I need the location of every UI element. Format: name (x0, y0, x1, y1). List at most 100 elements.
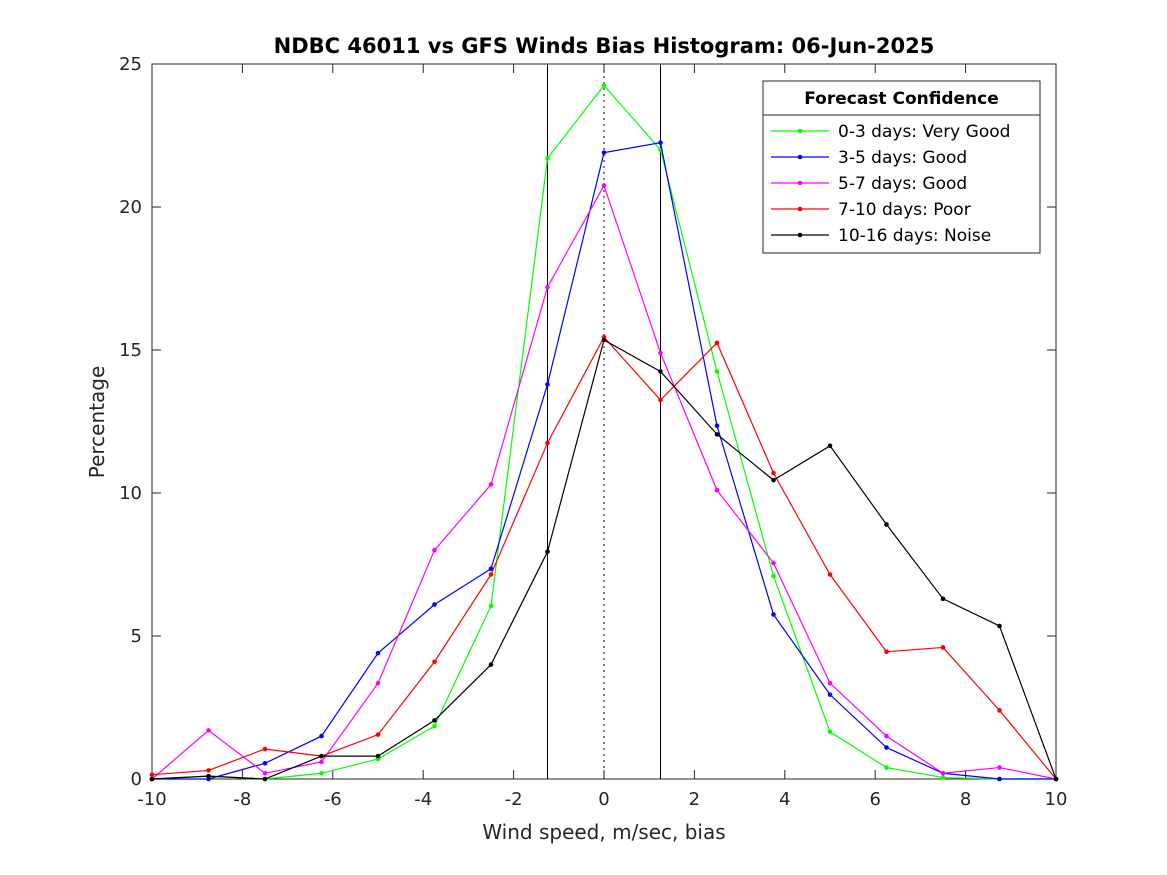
plot-area: -10 -8 -6 -4 -2 0 2 4 6 8 10 0 5 10 15 20 25 (119, 54, 1067, 810)
data-point (771, 573, 776, 579)
x-tick-label: -6 (324, 789, 342, 810)
data-point (375, 753, 381, 759)
legend-entry-label: 3-5 days: Good (838, 148, 967, 168)
data-point (658, 140, 663, 145)
data-point (658, 369, 663, 374)
data-point (658, 397, 663, 403)
legend-entry-label: 10-16 days: Noise (838, 226, 991, 246)
data-point (601, 83, 607, 88)
x-tick-label: 6 (869, 789, 880, 810)
data-point (827, 443, 833, 449)
data-point (714, 432, 720, 437)
data-point (319, 770, 324, 776)
data-point (262, 770, 268, 776)
data-point (545, 382, 550, 387)
x-tick-label: 0 (598, 789, 609, 810)
x-tick-label: 8 (960, 789, 971, 810)
data-point (997, 623, 1002, 629)
data-point (545, 549, 550, 554)
legend-swatch-marker (797, 128, 803, 134)
data-point (827, 692, 833, 697)
data-point (1053, 776, 1059, 782)
data-point (375, 650, 381, 656)
data-point (940, 596, 946, 602)
legend-swatch-marker (797, 232, 803, 238)
chart-title: NDBC 46011 vs GFS Winds Bias Histogram: … (274, 34, 935, 58)
legend-swatch-marker (797, 180, 803, 186)
data-point (940, 770, 946, 776)
x-tick-label: -2 (505, 789, 523, 810)
data-point (488, 603, 494, 609)
data-point (997, 776, 1002, 782)
data-point (319, 733, 324, 739)
data-point (884, 733, 889, 739)
legend-entry-label: 0-3 days: Very Good (838, 122, 1010, 142)
data-point (771, 560, 776, 566)
y-tick-label: 5 (131, 626, 142, 647)
data-point (149, 772, 155, 778)
data-point (884, 522, 889, 527)
data-point (714, 340, 720, 346)
x-tick-label: -10 (137, 789, 166, 810)
legend-box (762, 80, 1041, 254)
x-tick-label: 2 (689, 789, 700, 810)
data-point (319, 753, 324, 759)
data-point (827, 680, 833, 686)
data-point (432, 723, 437, 729)
x-axis-label: Wind speed, m/sec, bias (482, 820, 725, 844)
data-point (545, 284, 550, 290)
x-tick-label: 10 (1045, 789, 1068, 810)
data-point (827, 572, 833, 577)
legend-swatch-marker (797, 154, 803, 160)
data-point (206, 768, 211, 773)
legend-entry-label: 7-10 days: Poor (838, 200, 971, 220)
y-tick-label: 25 (119, 54, 142, 75)
data-point (940, 775, 946, 780)
x-tick-label: -8 (233, 789, 251, 810)
legend-title: Forecast Confidence (804, 89, 999, 109)
y-tick-label: 15 (119, 340, 142, 361)
data-point (262, 760, 268, 766)
legend-entry-label: 5-7 days: Good (838, 174, 967, 194)
data-point (771, 612, 776, 617)
legend: Forecast Confidence 0-3 days: Very Good 3-… (762, 80, 1041, 254)
y-tick-label: 10 (119, 483, 142, 504)
data-point (714, 369, 720, 374)
data-point (488, 566, 494, 572)
data-point (262, 746, 268, 752)
data-point (827, 729, 833, 735)
data-point (206, 773, 211, 779)
legend-swatch-marker (797, 206, 803, 212)
data-point (997, 765, 1002, 770)
data-point (714, 487, 720, 493)
data-point (771, 477, 776, 483)
data-point (488, 482, 494, 487)
data-point (658, 350, 663, 356)
data-point (771, 470, 776, 476)
data-point (432, 659, 437, 665)
data-point (262, 776, 268, 782)
data-point (997, 708, 1002, 713)
data-point (601, 150, 607, 155)
data-point (375, 732, 381, 737)
data-point (432, 547, 437, 553)
y-axis-label: Percentage (85, 366, 109, 479)
data-point (319, 759, 324, 765)
data-point (432, 718, 437, 723)
data-point (149, 776, 155, 782)
y-tick-label: 0 (131, 769, 142, 790)
data-point (545, 440, 550, 446)
data-point (432, 602, 437, 607)
data-point (884, 765, 889, 770)
data-point (884, 649, 889, 655)
data-point (545, 156, 550, 161)
data-point (940, 645, 946, 650)
data-point (206, 728, 211, 733)
data-point (884, 745, 889, 750)
data-point (714, 423, 720, 429)
data-point (488, 572, 494, 577)
x-tick-label: 4 (779, 789, 790, 810)
data-point (375, 680, 381, 686)
data-point (488, 662, 494, 667)
